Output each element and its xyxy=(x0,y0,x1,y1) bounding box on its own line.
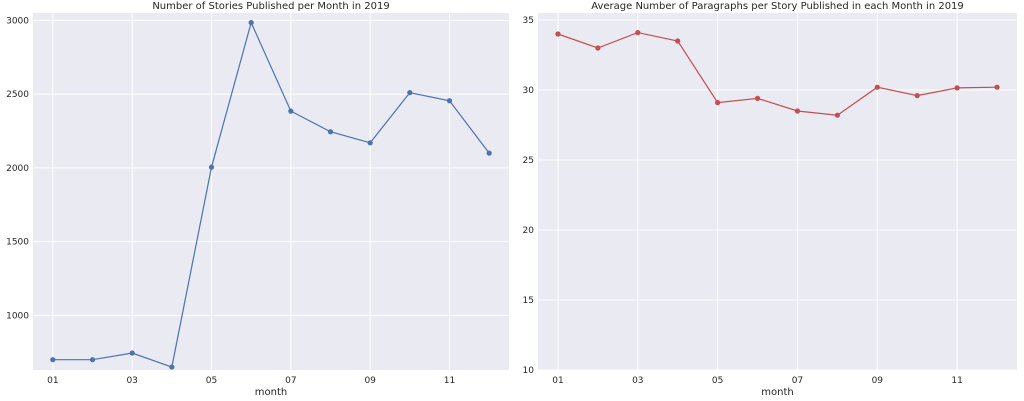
plot-area xyxy=(538,13,1017,370)
series-line xyxy=(557,31,998,116)
chart-panel-1: 01 03 05 07 09 11 1000 1500 2000 2500 3000 Number o… xyxy=(6,1,509,398)
x-tick-label: 05 xyxy=(206,376,217,386)
y-tick-label: 20 xyxy=(523,226,535,236)
data-point xyxy=(635,29,641,36)
y-tick-label: 15 xyxy=(523,296,534,306)
y-tick-label: 2000 xyxy=(6,164,29,174)
y-tick-label: 35 xyxy=(523,16,534,26)
data-point xyxy=(50,357,56,363)
data-point xyxy=(834,112,840,118)
data-point xyxy=(715,100,721,106)
data-point xyxy=(595,45,601,51)
series-line xyxy=(52,20,490,368)
y-tick-label: 30 xyxy=(523,86,535,96)
data-point xyxy=(914,93,920,99)
chart-title: Average Number of Paragraphs per Story P… xyxy=(591,1,964,12)
x-tick-label: 07 xyxy=(285,376,296,386)
data-point xyxy=(794,108,801,114)
data-point xyxy=(994,84,1000,90)
y-tick-label: 1500 xyxy=(6,238,29,248)
x-tick-label: 09 xyxy=(364,376,376,386)
x-axis-label: month xyxy=(761,387,793,398)
chart-panel-2: 01 03 05 07 09 11 10 15 20 25 30 35 Average Number o… xyxy=(523,1,1017,398)
data-point xyxy=(486,150,492,156)
data-point xyxy=(367,140,373,146)
data-point xyxy=(169,364,175,370)
data-point xyxy=(555,31,561,37)
chart-title: Number of Stories Published per Month in… xyxy=(152,1,389,12)
data-point xyxy=(754,95,761,101)
y-tick-label: 10 xyxy=(523,366,535,376)
data-point xyxy=(248,19,254,26)
data-point xyxy=(129,350,135,356)
x-tick-label: 11 xyxy=(444,376,455,386)
x-axis-label: month xyxy=(255,387,287,398)
data-point xyxy=(288,108,294,114)
data-point xyxy=(675,38,681,44)
data-point xyxy=(89,357,96,363)
x-tick-label: 03 xyxy=(632,376,643,386)
data-point xyxy=(874,84,880,90)
data-point xyxy=(954,85,960,91)
y-tick-label: 25 xyxy=(523,156,534,166)
y-tick-label: 2500 xyxy=(6,90,29,100)
y-tick-label: 3000 xyxy=(6,16,29,26)
plot-area xyxy=(33,13,509,370)
y-tick-label: 1000 xyxy=(6,311,29,321)
data-point xyxy=(208,164,215,170)
x-tick-label: 11 xyxy=(951,376,962,386)
x-tick-label: 01 xyxy=(47,376,58,386)
x-tick-label: 05 xyxy=(712,376,723,386)
data-point xyxy=(407,90,413,96)
data-point xyxy=(446,98,453,104)
x-tick-label: 01 xyxy=(552,376,563,386)
x-tick-label: 03 xyxy=(126,376,137,386)
x-tick-label: 09 xyxy=(872,376,884,386)
x-tick-label: 07 xyxy=(792,376,803,386)
data-point xyxy=(327,129,334,135)
